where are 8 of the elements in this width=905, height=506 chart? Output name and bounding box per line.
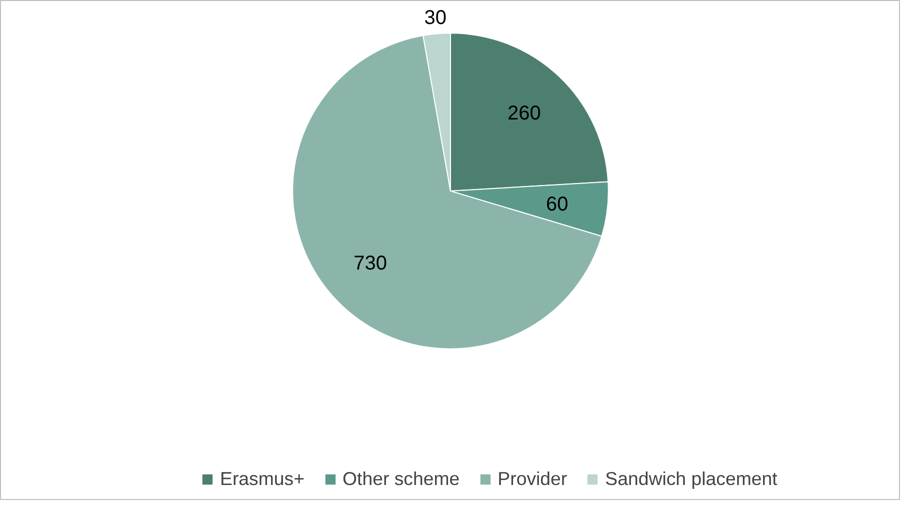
data-label: 30	[424, 7, 446, 30]
legend-label: Other scheme	[342, 468, 460, 490]
data-label: 60	[546, 194, 568, 216]
legend-label: Erasmus+	[220, 468, 304, 490]
data-label: 260	[507, 102, 541, 124]
legend-label: Sandwich placement	[605, 468, 778, 490]
legend-label: Provider	[498, 468, 568, 490]
data-label: 730	[354, 252, 387, 275]
